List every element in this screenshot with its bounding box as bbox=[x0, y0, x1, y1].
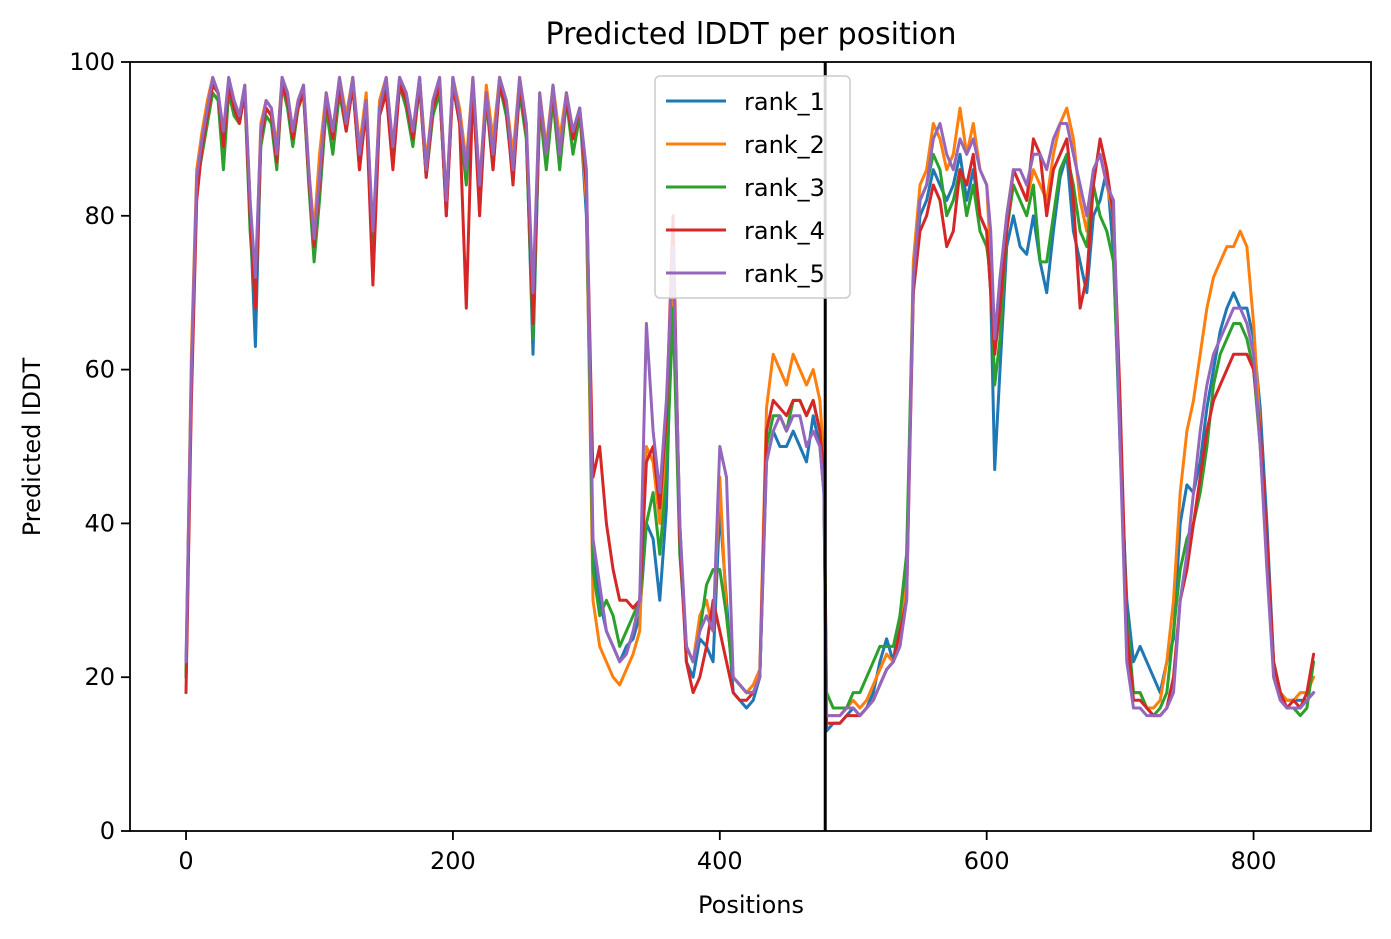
x-axis-label: Positions bbox=[698, 891, 804, 919]
legend-label-rank_2: rank_2 bbox=[744, 131, 825, 159]
legend: rank_1 rank_2 rank_3 rank_4 rank_5 bbox=[654, 75, 851, 299]
x-tick-label: 400 bbox=[697, 847, 743, 875]
series-layer bbox=[184, 75, 1316, 733]
plot-area-frame bbox=[129, 61, 1372, 832]
series-line-rank_5 bbox=[184, 75, 1316, 718]
y-axis-ticks: 0 20 40 60 80 100 bbox=[69, 48, 130, 845]
legend-label-rank_5: rank_5 bbox=[744, 260, 825, 288]
x-axis-ticks: 0 200 400 600 800 bbox=[178, 831, 1276, 875]
y-tick-label: 60 bbox=[84, 356, 115, 384]
chart-title: Predicted lDDT per position bbox=[546, 17, 957, 52]
legend-box bbox=[654, 75, 851, 299]
x-tick-label: 0 bbox=[178, 847, 193, 875]
y-tick-label: 100 bbox=[69, 48, 115, 76]
legend-label-rank_3: rank_3 bbox=[744, 174, 825, 202]
x-tick-label: 200 bbox=[430, 847, 476, 875]
x-tick-label: 600 bbox=[964, 847, 1010, 875]
y-tick-label: 0 bbox=[100, 817, 115, 845]
y-tick-label: 40 bbox=[84, 509, 115, 537]
x-tick-label: 800 bbox=[1231, 847, 1277, 875]
y-tick-label: 80 bbox=[84, 202, 115, 230]
y-tick-label: 20 bbox=[84, 663, 115, 691]
legend-label-rank_1: rank_1 bbox=[744, 88, 825, 116]
y-axis-label: Predicted lDDT bbox=[18, 357, 46, 536]
legend-label-rank_4: rank_4 bbox=[744, 217, 825, 245]
